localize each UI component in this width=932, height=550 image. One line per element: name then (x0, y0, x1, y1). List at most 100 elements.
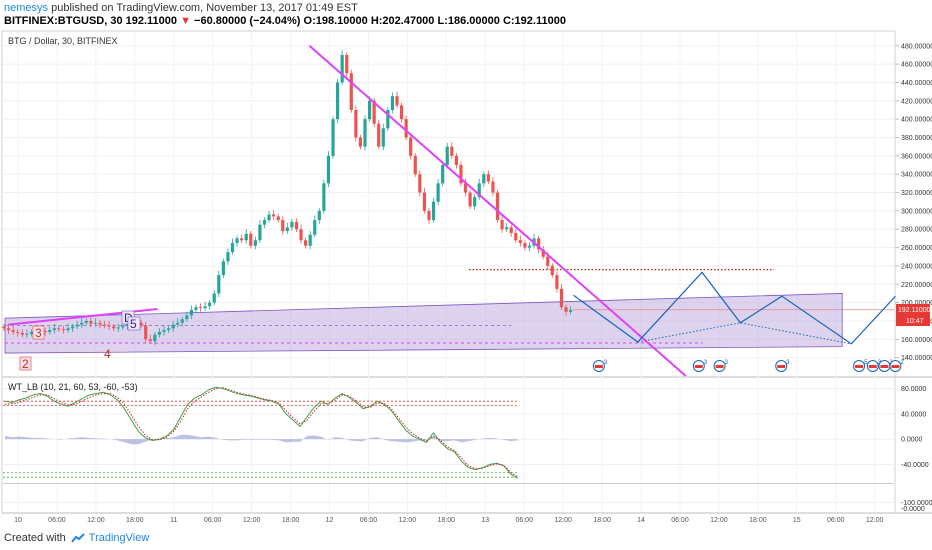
candle-body (11, 330, 15, 332)
price-tick-label: 300.00000 (901, 208, 932, 215)
candle-body (121, 325, 125, 328)
event-flag-stripe (694, 365, 703, 368)
candle-body (409, 137, 413, 156)
candle-body (253, 240, 257, 246)
candle-body (340, 54, 344, 83)
candle-body (249, 233, 253, 246)
candle-body (546, 256, 550, 266)
candle-body (208, 302, 212, 307)
price-tick-label: 240.00000 (901, 263, 932, 270)
time-tick-label: 18:00 (749, 517, 767, 524)
candle-body (564, 307, 568, 312)
candle-body (84, 320, 88, 323)
time-tick-label: 14 (637, 517, 645, 524)
candle-body (102, 324, 107, 326)
candle-body (518, 240, 522, 243)
candle-body (404, 119, 408, 138)
candle-body (399, 105, 404, 120)
price-tick-label: 260.00000 (901, 245, 932, 252)
time-tick-label: 12:00 (243, 517, 261, 524)
countdown-text: 10:47 (906, 318, 924, 325)
oscillator (3, 386, 894, 484)
down-arrow-icon: ▼ (180, 15, 191, 27)
candle-body (473, 197, 477, 207)
candles (2, 50, 573, 345)
tradingview-logo-icon (70, 533, 85, 543)
osc-tick-label: 80.0000 (901, 386, 926, 393)
event-flag-count: 3 (786, 360, 790, 366)
ohlc-close: C:192.11000 (502, 15, 566, 27)
wave-label-5[interactable]: 5 (130, 317, 137, 331)
chart-svg[interactable]: 140.00000160.00000180.00000200.00000220.… (0, 30, 932, 525)
candle-body (495, 192, 500, 221)
wave-label-2-box (19, 356, 32, 371)
event-flag-stripe (880, 365, 889, 368)
candle-body (262, 220, 267, 225)
event-flags[interactable]: 33335322 (592, 360, 904, 372)
last-price-text: 192.11000 (898, 307, 931, 314)
candle-body (381, 128, 385, 147)
price-tick-label: 440.00000 (901, 80, 932, 87)
wave-label-2[interactable]: 2 (22, 357, 29, 371)
candle-body (258, 224, 262, 241)
descending-trendline[interactable] (308, 45, 687, 377)
price-tick-label: 320.00000 (901, 190, 932, 197)
candle-body (189, 309, 193, 316)
candle-body (468, 192, 472, 207)
price-tick-label: 400.00000 (901, 117, 932, 124)
author-name[interactable]: nemesys (4, 2, 49, 14)
ohlc-change: −60.80000 (−24.04%) (194, 15, 301, 27)
event-flag-stripe (777, 365, 786, 368)
horizontal-lines[interactable] (5, 268, 894, 344)
price-axis[interactable]: 140.00000160.00000180.00000200.00000220.… (895, 43, 932, 362)
projection[interactable] (573, 271, 896, 345)
chart-area[interactable]: 140.00000160.00000180.00000200.00000220.… (0, 30, 932, 525)
price-tick-label: 160.00000 (901, 337, 932, 344)
last-price-tag (896, 304, 930, 315)
candle-body (413, 155, 417, 175)
candle-body (153, 334, 157, 342)
candle-body (505, 227, 509, 230)
price-tick-label: 420.00000 (901, 98, 932, 105)
candle-body (157, 331, 162, 335)
candle-body (217, 275, 221, 294)
candle-body (509, 227, 513, 233)
candle-body (230, 242, 235, 253)
candle-body (276, 216, 280, 221)
candle-body (345, 54, 349, 74)
wave-label-5-box (127, 316, 141, 331)
time-tick-label: 12:00 (866, 517, 884, 524)
candle-body (367, 100, 372, 120)
candle-body (203, 306, 207, 309)
candle-body (454, 155, 458, 166)
price-tick-label: 220.00000 (901, 282, 932, 289)
candle-body (358, 137, 363, 147)
candle-body (162, 330, 166, 332)
price-tick-label: 340.00000 (901, 172, 932, 179)
price-tick-label: 280.00000 (901, 227, 932, 234)
candle-body (308, 234, 312, 246)
osc-axis[interactable]: 80.0000 40.0000 0.0000 -40.0000 -100.0000-0.… (901, 386, 932, 513)
time-tick-label: 13 (481, 517, 489, 524)
wave-label-4[interactable]: 4 (104, 347, 111, 361)
projection-dotted[interactable] (637, 322, 852, 345)
wave-label-3-box (32, 325, 45, 340)
wave-label-3[interactable]: 3 (35, 326, 42, 340)
time-tick-label: 10 (14, 517, 22, 524)
candle-body (290, 221, 294, 228)
candle-body (331, 119, 335, 156)
candle-body (418, 174, 422, 193)
osc-wt2-line (4, 387, 519, 478)
tradingview-brand[interactable]: TradingView (88, 532, 150, 544)
candle-body (235, 238, 239, 243)
time-axis[interactable]: 10 06:00 12:00 18:00 11 06:00 12:00 18:00 12 06:0… (14, 517, 883, 524)
candle-body (317, 210, 321, 221)
time-tick-label: 06:00 (48, 517, 66, 524)
ohlc-open: O:198.10000 (303, 15, 368, 27)
time-tick-label: 12:00 (399, 517, 417, 524)
candle-body (7, 328, 11, 331)
candle-body (537, 238, 541, 250)
osc-tick-label: -40.0000 (901, 462, 929, 469)
candle-body (313, 220, 317, 235)
candle-body (491, 181, 495, 193)
